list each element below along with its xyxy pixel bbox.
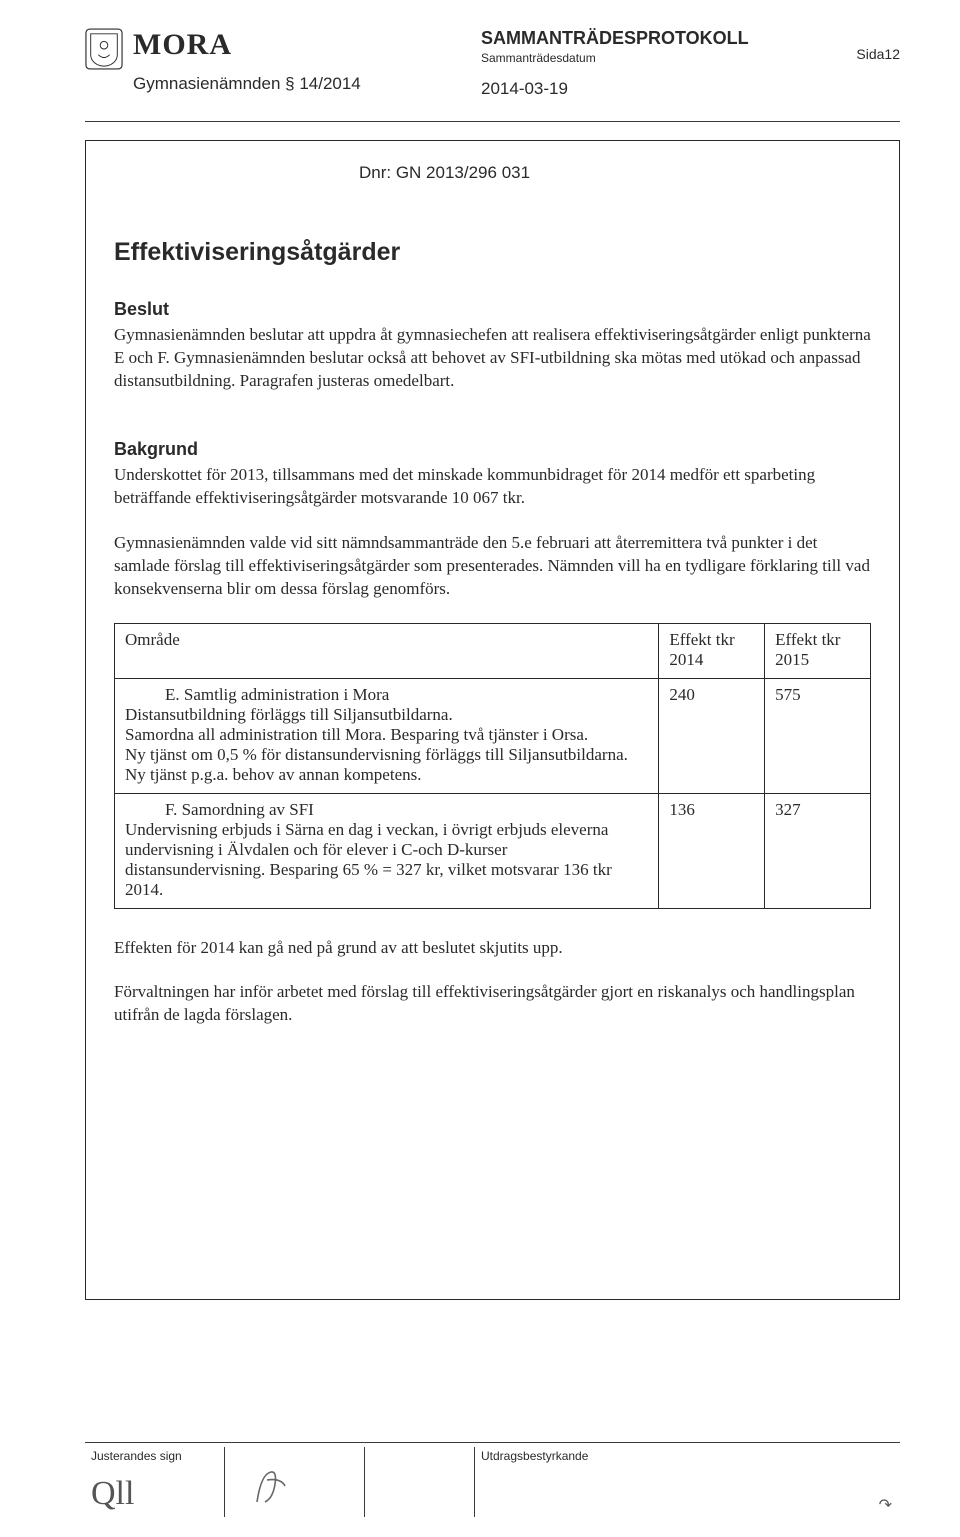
cell-e-2014: 240 bbox=[659, 678, 765, 793]
committee-line: Gymnasienämnden § 14/2014 bbox=[133, 74, 463, 94]
org-name: MORA bbox=[133, 28, 463, 62]
col-2014-text: Effekt tkr2014 bbox=[669, 630, 734, 669]
datum-label: Sammanträdesdatum bbox=[481, 51, 846, 65]
col-omrade: Område bbox=[115, 623, 659, 678]
page-number: Sida12 bbox=[856, 28, 900, 62]
footer-row: Justerandes sign Qll Utdragsbestyrkande … bbox=[85, 1447, 900, 1517]
bakgrund-p1: Underskottet för 2013, tillsammans med d… bbox=[114, 464, 871, 510]
cell-e: E. Samtlig administration i Mora Distans… bbox=[115, 678, 659, 793]
header-rule bbox=[85, 121, 900, 122]
signature-2 bbox=[247, 1462, 297, 1511]
table-header-row: Område Effekt tkr2014 Effekt tkr2015 bbox=[115, 623, 871, 678]
page-header: MORA Gymnasienämnden § 14/2014 SAMMANTRÄ… bbox=[85, 28, 900, 99]
cell-f: F. Samordning av SFI Undervisning erbjud… bbox=[115, 793, 659, 908]
table-row: E. Samtlig administration i Mora Distans… bbox=[115, 678, 871, 793]
crest-icon bbox=[85, 28, 123, 70]
bakgrund-heading: Bakgrund bbox=[114, 439, 871, 460]
col-2014: Effekt tkr2014 bbox=[659, 623, 765, 678]
header-center: SAMMANTRÄDESPROTOKOLL Sammanträdesdatum … bbox=[473, 28, 846, 99]
col-2015-text: Effekt tkr2015 bbox=[775, 630, 840, 669]
table-row: F. Samordning av SFI Undervisning erbjud… bbox=[115, 793, 871, 908]
sign-label: Justerandes sign bbox=[91, 1449, 182, 1463]
protokoll-title: SAMMANTRÄDESPROTOKOLL bbox=[481, 28, 846, 49]
header-left: MORA Gymnasienämnden § 14/2014 bbox=[133, 28, 463, 94]
diary-number: Dnr: GN 2013/296 031 bbox=[359, 163, 871, 183]
meeting-date: 2014-03-19 bbox=[481, 79, 846, 99]
beslut-text: Gymnasienämnden beslutar att uppdra åt g… bbox=[114, 324, 871, 393]
footer-rule bbox=[85, 1442, 900, 1443]
bakgrund-p2: Gymnasienämnden valde vid sitt nämndsamm… bbox=[114, 532, 871, 601]
post-p2: Förvaltningen har inför arbetet med förs… bbox=[114, 981, 871, 1027]
row-e-body: Distansutbildning förläggs till Siljansu… bbox=[125, 705, 628, 784]
cell-f-2014: 136 bbox=[659, 793, 765, 908]
signature-1: Qll bbox=[91, 1475, 134, 1513]
footer: Justerandes sign Qll Utdragsbestyrkande … bbox=[85, 1442, 900, 1517]
footer-empty-cell bbox=[365, 1447, 475, 1517]
footer-utdrag-cell: Utdragsbestyrkande ↷ bbox=[475, 1447, 900, 1517]
row-f-lead: F. Samordning av SFI bbox=[125, 800, 314, 820]
col-2015: Effekt tkr2015 bbox=[765, 623, 871, 678]
footer-sign-cell-2 bbox=[225, 1447, 365, 1517]
document-title: Effektiviseringsåtgärder bbox=[114, 238, 871, 267]
row-f-body: Undervisning erbjuds i Särna en dag i ve… bbox=[125, 820, 612, 899]
effect-table: Område Effekt tkr2014 Effekt tkr2015 E. … bbox=[114, 623, 871, 909]
footer-sign-cell-1: Justerandes sign Qll bbox=[85, 1447, 225, 1517]
content-box: Dnr: GN 2013/296 031 Effektiviseringsåtg… bbox=[85, 140, 900, 1300]
cell-e-2015: 575 bbox=[765, 678, 871, 793]
cell-f-2015: 327 bbox=[765, 793, 871, 908]
row-e-lead: E. Samtlig administration i Mora bbox=[125, 685, 389, 705]
utdrag-label: Utdragsbestyrkande bbox=[481, 1449, 588, 1463]
post-p1: Effekten för 2014 kan gå ned på grund av… bbox=[114, 937, 871, 960]
page: MORA Gymnasienämnden § 14/2014 SAMMANTRÄ… bbox=[0, 0, 960, 1320]
beslut-heading: Beslut bbox=[114, 299, 871, 320]
page-curl-icon: ↷ bbox=[879, 1495, 892, 1515]
